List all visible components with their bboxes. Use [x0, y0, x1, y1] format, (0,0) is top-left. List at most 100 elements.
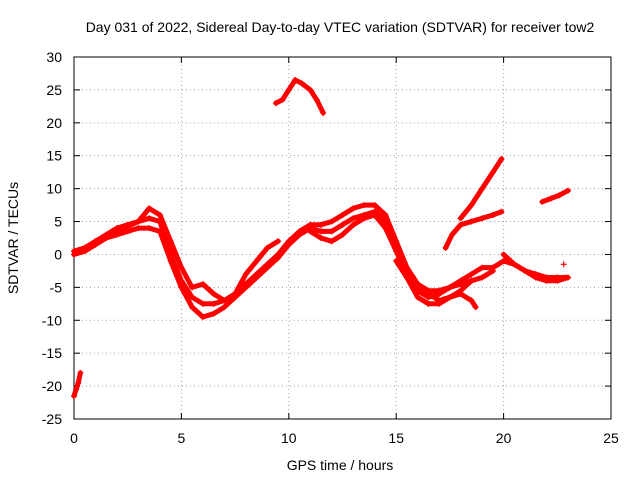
- data-point-trace-arc-high: [279, 96, 286, 103]
- data-point-trace-main-b: [199, 313, 206, 320]
- plot-frame: [73, 56, 612, 420]
- y-tick-label: -25: [42, 411, 62, 427]
- data-point-trace-main-d: [339, 231, 346, 238]
- data-point-trace-late-low: [500, 251, 507, 258]
- data-point-trace-main-d: [457, 290, 464, 297]
- data-point-trace-rise-b: [457, 221, 464, 228]
- data-point-trace-late-low: [554, 277, 561, 284]
- data-point-trace-main-c: [210, 290, 217, 297]
- data-point-trace-rise-a: [457, 215, 464, 222]
- y-tick-label: 25: [46, 82, 62, 98]
- data-point-trace-main-d: [318, 235, 325, 241]
- data-point-trace-main-d: [468, 297, 475, 304]
- data-point-trace-rise-a: [468, 202, 475, 209]
- tick-layer: 0 5 10 15 20 25 -25 -20 -15 -10 -5 0 5 10 15 20 25 30: [42, 49, 619, 446]
- data-point-trace-main-b: [275, 254, 282, 261]
- data-point-trace-main-d: [371, 211, 378, 218]
- data-point-trace-main-c: [189, 284, 196, 291]
- data-point-trace-main-c: [232, 290, 239, 297]
- data-point-trace-late-high: [556, 192, 563, 199]
- x-tick-label: 20: [496, 430, 512, 446]
- data-point-trace-main-b: [189, 304, 196, 311]
- data-point-trace-main-c: [242, 271, 249, 278]
- data-point-trace-main-c: [156, 211, 163, 218]
- x-tick-label: 25: [603, 430, 619, 446]
- data-point-trace-main-b: [146, 225, 153, 232]
- data-point-trace-late-low: [522, 267, 529, 274]
- data-point-trace-main-c: [178, 264, 185, 271]
- data-point-trace-main-b: [178, 284, 185, 291]
- data-point-trace-main-a: [382, 211, 389, 218]
- series-line-trace-start-dip: [71, 370, 83, 399]
- data-point-trace-main-d: [393, 248, 400, 255]
- x-axis-label: GPS time / hours: [287, 457, 394, 473]
- data-point-trace-main-e: [425, 294, 432, 301]
- data-point-trace-main-a: [339, 211, 346, 218]
- y-tick-label: 20: [46, 115, 62, 131]
- data-point-trace-late-low: [532, 274, 539, 281]
- data-point-trace-main-e: [436, 290, 443, 297]
- data-point-trace-late-low: [543, 277, 550, 284]
- x-tick-label: 0: [70, 430, 78, 446]
- data-point-trace-main-d: [328, 238, 335, 245]
- data-point-trace-main-c: [253, 258, 260, 265]
- data-point-trace-arc-high: [272, 100, 279, 107]
- data-point-trace-main-b: [242, 284, 249, 291]
- data-point-trace-main-c: [221, 297, 228, 304]
- data-point-trace-main-b: [156, 228, 163, 235]
- data-point-trace-main-a: [146, 215, 153, 222]
- y-tick-label: 10: [46, 181, 62, 197]
- y-tick-label: -10: [42, 312, 62, 328]
- data-point-trace-main-c: [92, 238, 99, 245]
- y-tick-label: 0: [54, 246, 62, 262]
- data-point-trace-main-d: [446, 294, 453, 301]
- y-axis-label: SDTVAR / TECUs: [5, 182, 21, 294]
- data-point-trace-rise-b: [442, 244, 449, 251]
- data-point-trace-main-b: [318, 228, 325, 235]
- data-point-trace-main-c: [113, 228, 120, 235]
- data-point-trace-main-d: [350, 221, 357, 228]
- data-point-trace-main-c: [135, 218, 142, 225]
- x-tick-label: 5: [178, 430, 186, 446]
- data-point-trace-main-b: [479, 274, 486, 281]
- data-point-trace-rise-b: [489, 211, 496, 218]
- data-point-trace-main-b: [285, 241, 292, 248]
- data-point-trace-main-d: [436, 297, 443, 304]
- data-point-trace-rise-a: [498, 156, 505, 163]
- series-line-trace-arc-high: [273, 77, 326, 116]
- data-point-trace-main-c: [264, 244, 271, 251]
- data-point-trace-main-a: [500, 258, 507, 265]
- outlier-point: [560, 261, 567, 268]
- y-tick-label: -5: [50, 279, 63, 295]
- data-point-trace-main-e: [468, 277, 475, 284]
- series-line-trace-main-b: [71, 209, 496, 320]
- data-point-trace-arc-high: [307, 86, 314, 93]
- x-tick-label: 15: [388, 430, 404, 446]
- data-point-trace-start-dip: [73, 386, 80, 393]
- x-tick-label: 10: [281, 430, 297, 446]
- y-tick-label: 5: [54, 214, 62, 230]
- data-point-trace-rise-a: [489, 169, 496, 176]
- data-point-trace-main-d: [382, 225, 389, 232]
- data-point-trace-main-b: [71, 251, 77, 258]
- data-point-trace-main-b: [414, 294, 421, 301]
- data-point-trace-main-a: [318, 221, 325, 228]
- data-point-trace-main-d: [360, 215, 367, 222]
- data-point-trace-start-dip: [71, 392, 77, 399]
- data-point-trace-rise-a: [479, 185, 486, 192]
- data-point-trace-main-c: [146, 205, 153, 212]
- y-tick-label: 30: [46, 49, 62, 65]
- y-tick-label: 15: [46, 148, 62, 164]
- data-point-trace-rise-b: [449, 231, 456, 238]
- data-point-trace-late-high: [547, 195, 554, 202]
- data-point-trace-main-d: [472, 304, 479, 311]
- data-point-trace-main-c: [275, 238, 282, 245]
- data-point-trace-main-a: [479, 264, 486, 271]
- data-point-trace-main-b: [221, 304, 228, 311]
- data-point-trace-late-high: [539, 198, 546, 205]
- data-point-trace-main-a: [189, 294, 196, 301]
- data-point-trace-main-e: [457, 281, 464, 288]
- data-point-trace-arc-high: [313, 96, 320, 103]
- data-point-trace-late-high: [565, 187, 572, 194]
